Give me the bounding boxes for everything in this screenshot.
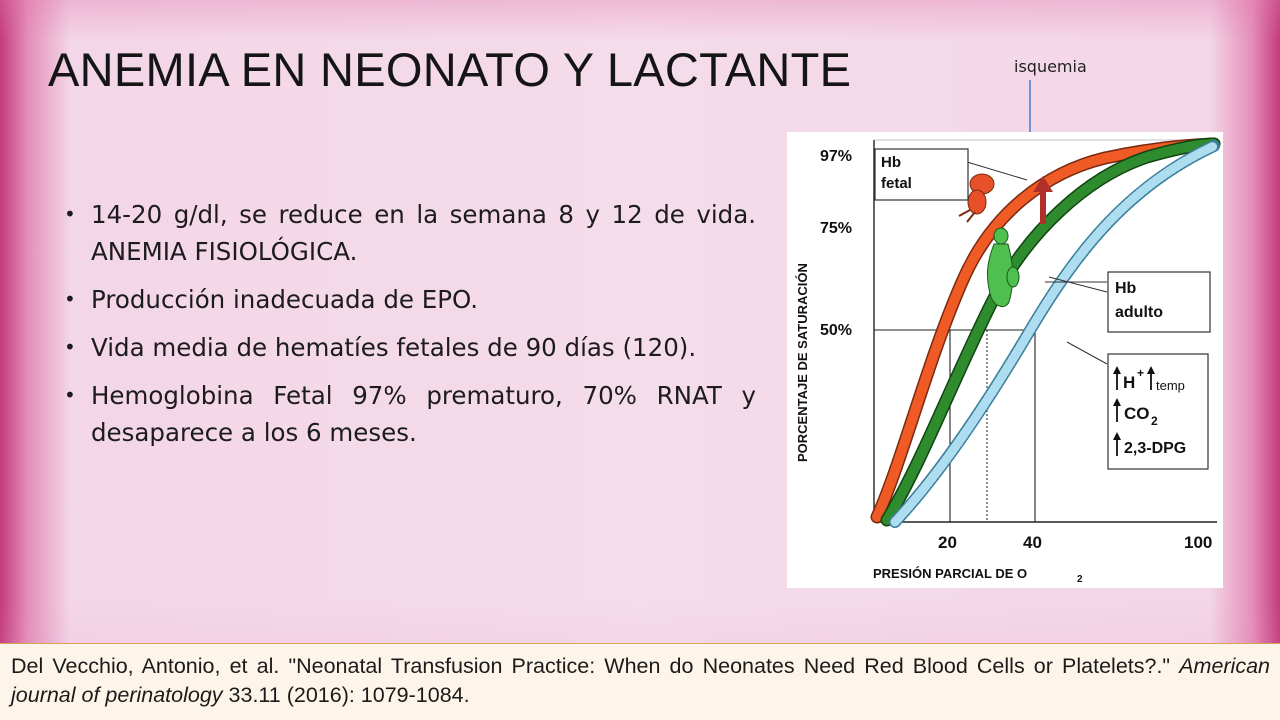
x-axis-label: PRESIÓN PARCIAL DE O [873, 566, 1027, 581]
x-tick-40: 40 [1023, 533, 1042, 552]
factor-dpg: 2,3-DPG [1124, 440, 1186, 457]
up-arrow-co2-icon [1113, 398, 1121, 422]
pregnant-mother-icon [986, 227, 1020, 308]
bullet-item: 14-20 g/dl, se reduce en la semana 8 y 1… [64, 196, 756, 270]
isquemia-annotation: isquemia [1014, 57, 1087, 76]
hb-fetal-box [874, 148, 969, 201]
y-tick-97: 97% [820, 148, 852, 165]
fetal-pointer-line [966, 161, 1028, 181]
oxygen-dissociation-figure: Hb fetal Hb adulto H + temp CO 2 2,3-DPG [787, 132, 1223, 588]
slide-title: ANEMIA EN NEONATO Y LACTANTE [48, 43, 852, 96]
bullet-item: Vida media de hematíes fetales de 90 día… [64, 329, 756, 366]
up-arrow-temp-icon [1147, 366, 1155, 390]
citation-box: Del Vecchio, Antonio, et al. "Neonatal T… [0, 643, 1280, 720]
citation-journal: American journal of perinatology [11, 654, 1270, 707]
factor-h: H [1123, 373, 1135, 392]
factor-h-sup: + [1137, 366, 1144, 380]
y-tick-75: 75% [820, 220, 852, 237]
adult-pointer-line-2 [1048, 276, 1108, 293]
y-tick-50: 50% [820, 322, 852, 339]
adult-curve [882, 139, 1219, 525]
hb-fetal-label-2: fetal [881, 175, 912, 192]
factors-pointer-line [1066, 341, 1108, 365]
factor-co2: CO [1124, 404, 1150, 423]
hb-adult-label-1: Hb [1115, 280, 1137, 297]
hb-adult-label-2: adulto [1115, 304, 1163, 321]
shift-up-arrow-icon [1033, 176, 1053, 224]
bullet-list: 14-20 g/dl, se reduce en la semana 8 y 1… [64, 196, 756, 462]
factor-co2-sub: 2 [1151, 414, 1158, 428]
citation-authors: Del Vecchio, Antonio, et al. "Neonatal T… [11, 654, 1180, 678]
fetus-icon [958, 173, 995, 223]
hb-adult-box [1107, 271, 1211, 333]
bullet-item: Producción inadecuada de EPO. [64, 281, 756, 318]
bullet-item: Hemoglobina Fetal 97% prematuro, 70% RNA… [64, 377, 756, 451]
shifted-curve [890, 141, 1219, 527]
up-arrow-h-icon [1113, 366, 1121, 390]
hb-fetal-label-1: Hb [881, 154, 901, 171]
citation-details: 33.11 (2016): 1079-1084. [222, 683, 470, 707]
x-tick-20: 20 [938, 533, 957, 552]
dissociation-curve-chart: Hb fetal Hb adulto H + temp CO 2 2,3-DPG [795, 137, 1221, 585]
right-shift-factors-box [1107, 353, 1209, 470]
x-axis-label-sub: 2 [1077, 574, 1083, 585]
x-tick-100: 100 [1184, 533, 1212, 552]
up-arrow-dpg-icon [1113, 432, 1121, 456]
factor-temp: temp [1156, 378, 1185, 393]
y-axis-label: PORCENTAJE DE SATURACIÓN [795, 263, 810, 462]
